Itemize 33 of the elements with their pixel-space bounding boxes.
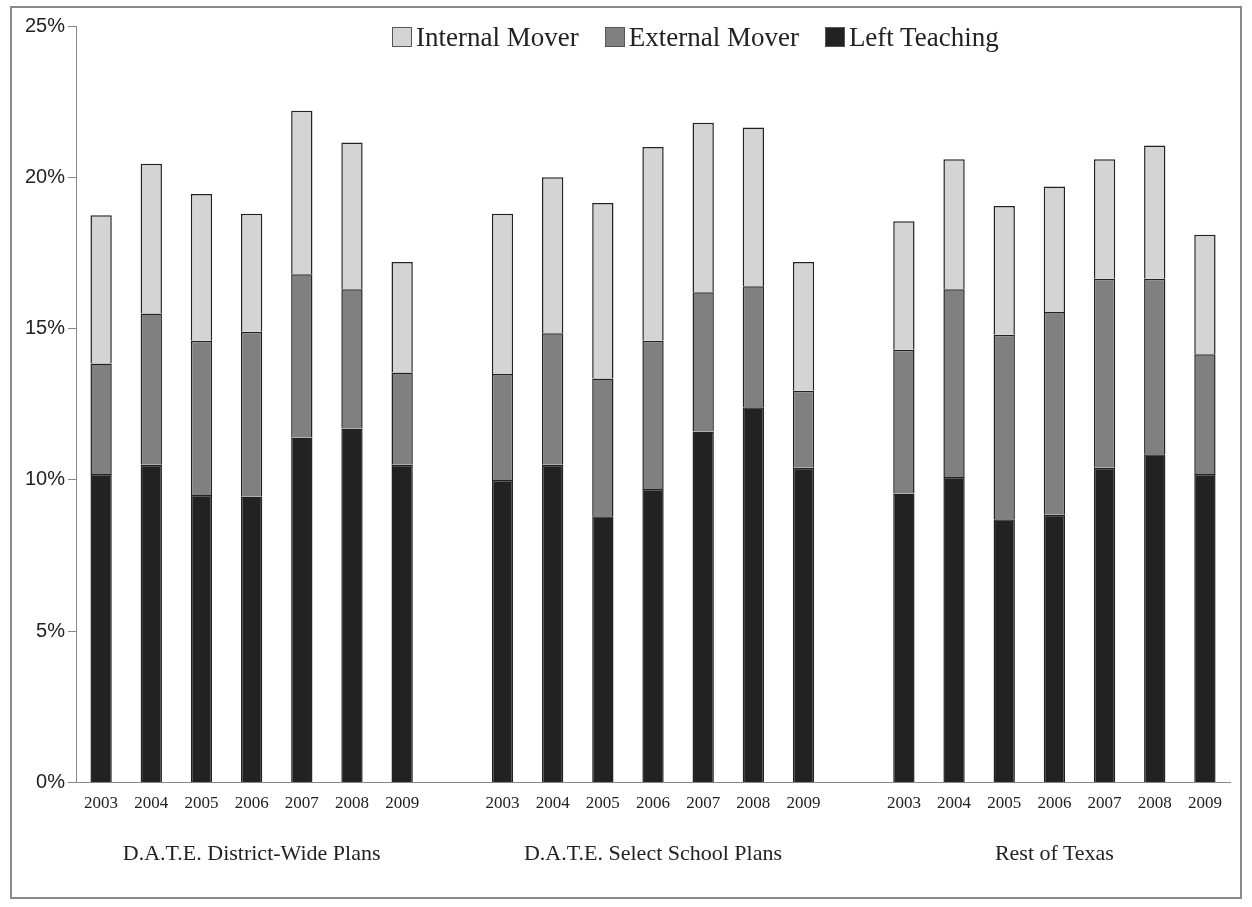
x-tick-label: 2005 (184, 793, 219, 813)
x-tick-label: 2003 (886, 793, 921, 813)
legend-label: Internal Mover (415, 22, 579, 53)
legend-label: External Mover (627, 22, 799, 53)
legend-label: Left Teaching (847, 22, 999, 53)
x-tick-label: 2004 (134, 793, 169, 813)
x-tick-label: 2004 (937, 793, 972, 813)
x-tick-label: 2009 (385, 793, 420, 813)
x-tick-label: 2006 (234, 793, 269, 813)
y-tick-label: 25% (25, 13, 66, 36)
x-tick-label: 2003 (84, 793, 119, 813)
x-tick-label: 2007 (1087, 793, 1123, 813)
text: Rest of Texas (994, 840, 1114, 866)
y-tick-label: 5% (36, 618, 66, 641)
x-tick-label: 2005 (987, 793, 1022, 813)
x-tick-label: 2007 (284, 793, 320, 813)
x-tick-label: 2009 (1187, 793, 1222, 813)
text: D.A.T.E. District-Wide Plans (122, 840, 381, 866)
y-tick-label: 15% (25, 316, 66, 339)
x-tick-label: 2003 (485, 793, 520, 813)
x-tick-label: 2006 (1037, 793, 1072, 813)
x-tick-label: 2008 (334, 793, 369, 813)
y-tick-label: 10% (25, 467, 66, 490)
x-tick-label: 2006 (636, 793, 671, 813)
x-tick-label: 2008 (1137, 793, 1172, 813)
x-tick-label: 2007 (686, 793, 721, 813)
text: D.A.T.E. Select School Plans (523, 840, 783, 866)
y-tick-label: 20% (25, 164, 66, 187)
x-tick-label: 2005 (585, 793, 620, 813)
x-tick-label: 2004 (535, 793, 571, 813)
y-tick-label: 0% (36, 770, 66, 793)
x-tick-label: 2008 (736, 793, 771, 813)
x-tick-label: 2009 (786, 793, 821, 813)
